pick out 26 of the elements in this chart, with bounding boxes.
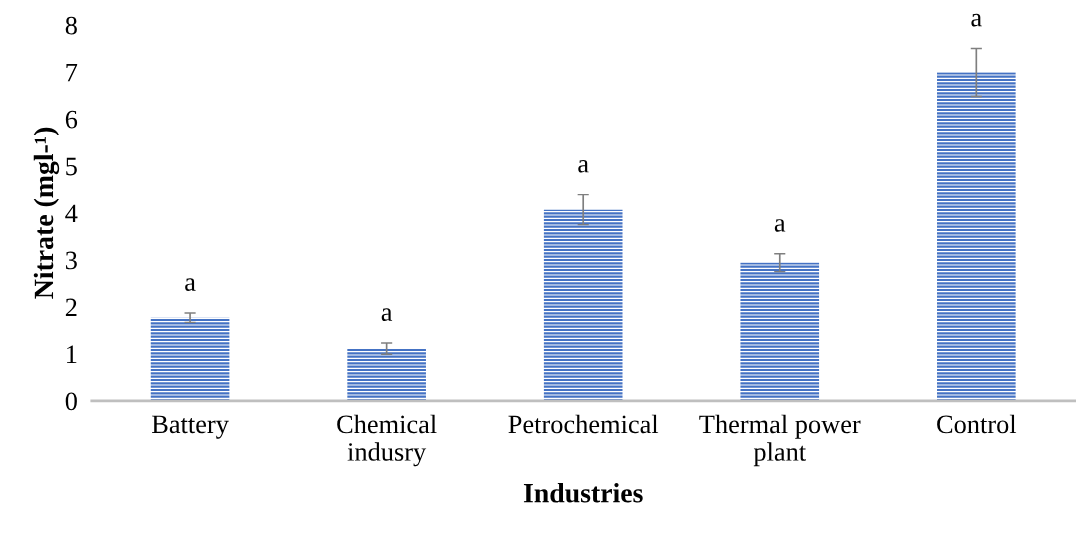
y-axis-title: Nitrate (mgl-¹) [33,127,60,299]
annotation: a [578,159,589,173]
annotation: a [381,308,393,322]
annotation: a [185,278,196,291]
y-tick-label: 2 [65,298,77,317]
bar [937,72,1016,401]
x-tick-label: Control [937,414,1017,434]
x-tick-label: Battery [152,415,229,439]
y-tick-label: 6 [65,110,78,129]
y-tick-label: 3 [65,251,77,270]
x-axis-title: Industries [523,482,643,503]
x-tick-label: Thermal power plant [699,414,861,467]
y-tick-label: 7 [66,63,78,82]
x-tick-label: Petrochemical [508,414,659,434]
y-tick-label: 1 [67,345,77,363]
y-tick-label: 8 [65,16,77,35]
annotation: a [971,13,982,27]
y-tick-label: 4 [65,204,78,223]
y-tick-label: 5 [66,157,77,176]
annotation: a [774,219,786,232]
y-tick-label: 0 [65,392,77,411]
bar [347,348,426,401]
bar [543,209,623,401]
bar [740,262,820,401]
bar [150,317,230,401]
x-tick-label: Chemical indusry [337,414,437,467]
